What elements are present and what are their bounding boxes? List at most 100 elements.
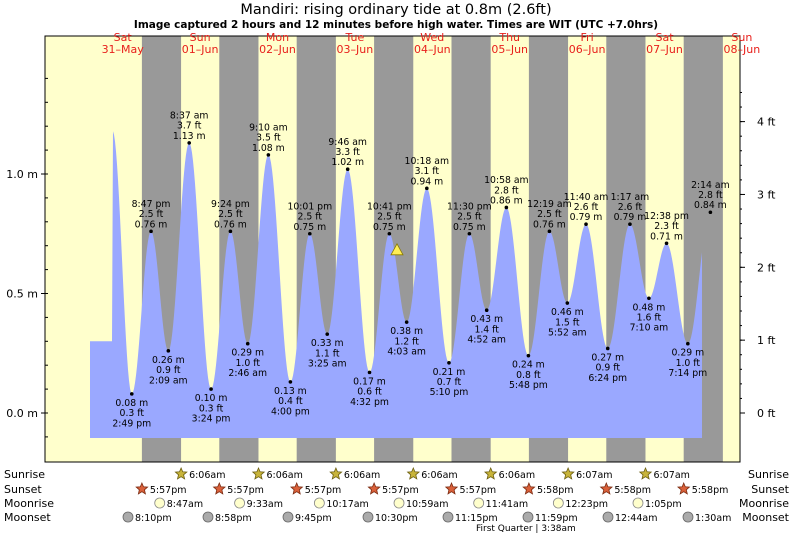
high-tide-metres: 0.75 m — [453, 222, 486, 233]
high-tide-feet: 3.7 ft — [177, 121, 202, 132]
moonset-time: 8:10pm — [135, 513, 172, 524]
right-tick-label: 0 ft — [757, 407, 776, 420]
right-tick-label: 2 ft — [757, 261, 776, 274]
tide-point — [288, 380, 293, 384]
astro-row-label-right: Moonset — [742, 511, 789, 524]
high-tide-time: 8:47 pm — [132, 199, 171, 210]
tide-point — [325, 332, 330, 336]
sunrise-icon — [406, 466, 421, 480]
day-labels: Sat31–MaySun01–JunMon02–JunTue03–JunWed0… — [102, 31, 761, 56]
tide-labels: 0.08 m0.3 ft2:49 pm8:47 pm2.5 ft0.76 m0.… — [112, 111, 729, 430]
right-tick-label: 4 ft — [757, 116, 776, 129]
tide-point — [228, 229, 233, 234]
sunset-time: 5:57pm — [150, 485, 187, 496]
astro-row-label-right: Moonrise — [739, 497, 789, 510]
sunrise-icon — [561, 466, 575, 480]
moon-phase-label: First Quarter | 3:38am — [476, 524, 576, 534]
low-tide-feet: 0.8 ft — [516, 370, 541, 381]
tide-point — [308, 231, 312, 236]
high-tide-time: 12:19 am — [527, 199, 572, 210]
low-tide-feet: 1.5 ft — [555, 317, 580, 328]
sunrise-time: 6:06am — [266, 470, 302, 481]
tide-area — [90, 131, 702, 439]
low-tide-time: 7:14 pm — [668, 368, 707, 379]
moonset-icon — [282, 511, 294, 523]
high-tide-feet: 2.6 ft — [618, 202, 643, 213]
high-tide-time: 10:58 am — [484, 175, 529, 186]
sunset-time: 5:57pm — [382, 485, 419, 496]
low-tide-feet: 1.1 ft — [315, 348, 340, 359]
tide-point — [628, 222, 632, 226]
low-tide-metres: 0.08 m — [115, 398, 148, 409]
low-tide-metres: 0.13 m — [274, 386, 307, 397]
high-tide-time: 11:30 pm — [447, 201, 492, 212]
astro-row-label-left: Moonset — [4, 511, 51, 524]
low-tide-time: 2:49 pm — [112, 418, 151, 429]
high-tide-metres: 0.79 m — [614, 212, 647, 223]
sunrise-time: 6:06am — [421, 470, 457, 481]
tide-point — [209, 387, 213, 391]
low-tide-time: 2:46 am — [228, 368, 267, 379]
sunrise-icon — [329, 466, 343, 480]
tide-point — [584, 222, 588, 226]
high-tide-feet: 3.3 ft — [335, 147, 360, 158]
moonset-time: 10:30pm — [375, 513, 418, 524]
low-tide-metres: 0.38 m — [390, 326, 423, 337]
high-tide-metres: 0.86 m — [490, 195, 523, 206]
high-tide-metres: 0.79 m — [570, 212, 603, 223]
low-tide-feet: 0.9 ft — [595, 363, 620, 374]
high-tide-time: 11:40 am — [564, 192, 609, 203]
left-tick-label: 0.5 m — [6, 288, 38, 301]
tide-point — [647, 296, 651, 301]
sunrise-time: 6:06am — [344, 470, 380, 481]
high-tide-time: 8:37 am — [170, 111, 209, 122]
day-of-week-label: Sat — [114, 31, 133, 44]
sunrise-icon — [638, 466, 653, 480]
high-tide-time: 10:18 am — [405, 156, 450, 167]
low-tide-feet: 1.6 ft — [637, 312, 662, 323]
high-tide-time: 9:24 pm — [211, 199, 250, 210]
high-tide-metres: 1.02 m — [331, 157, 364, 168]
astro-row-label-left: Sunrise — [4, 468, 45, 481]
tide-point — [484, 308, 489, 313]
moonset-icon — [522, 511, 534, 523]
high-tide-feet: 2.5 ft — [218, 209, 243, 220]
moonset-time: 1:30am — [695, 513, 731, 524]
low-tide-metres: 0.21 m — [433, 367, 466, 378]
high-tide-metres: 0.76 m — [135, 219, 168, 230]
tide-point — [266, 153, 271, 157]
low-tide-feet: 1.0 ft — [235, 358, 260, 369]
sunset-time: 5:57pm — [227, 485, 264, 496]
moonset-icon — [682, 511, 694, 523]
high-tide-feet: 2.8 ft — [494, 185, 519, 196]
low-tide-feet: 1.2 ft — [394, 336, 419, 347]
high-tide-time: 12:38 pm — [644, 211, 689, 222]
low-tide-metres: 0.46 m — [551, 307, 584, 318]
low-tide-metres: 0.48 m — [633, 302, 666, 313]
sunset-time: 5:58pm — [614, 485, 651, 496]
day-date-label: 01–Jun — [182, 43, 219, 56]
low-tide-time: 7:10 am — [630, 323, 669, 334]
tide-point — [345, 167, 350, 172]
low-tide-time: 3:25 am — [308, 359, 347, 370]
tide-point — [166, 349, 171, 353]
day-date-label: 05–Jun — [491, 43, 528, 56]
high-tide-time: 9:10 am — [249, 122, 288, 133]
tide-point — [404, 320, 409, 324]
moonrise-icon — [313, 497, 325, 509]
moonset-time: 11:59pm — [535, 513, 578, 524]
moonrise-icon — [154, 497, 166, 509]
high-tide-metres: 0.76 m — [533, 219, 566, 230]
y-axes: 0.0 m 0.5 m 1.0 m 0 ft 1 ft 2 ft 3 ft 4 ft — [6, 77, 776, 438]
moonrise-time: 11:41am — [486, 499, 528, 510]
low-tide-feet: 0.6 ft — [357, 387, 382, 398]
chart-title: Mandiri: rising ordinary tide at 0.8m (2… — [240, 2, 551, 18]
sunset-icon — [444, 481, 459, 495]
day-of-week-label: Sat — [655, 31, 674, 44]
tide-point — [367, 370, 372, 375]
moonset-time: 8:58pm — [215, 513, 252, 524]
moonset-time: 9:45pm — [295, 513, 332, 524]
tide-point — [425, 186, 429, 191]
astro-row-label-left: Sunset — [4, 483, 42, 496]
